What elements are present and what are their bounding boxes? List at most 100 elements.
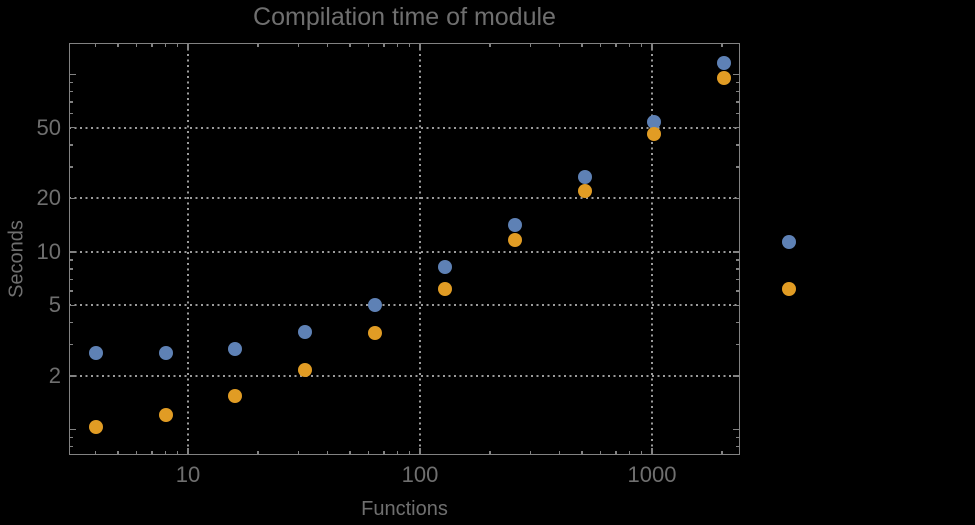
tick-right-5 [733, 304, 740, 306]
data-point-series-2-orange [717, 71, 732, 86]
legend-marker-1 [782, 235, 796, 249]
tick-right-9 [736, 259, 740, 261]
tick-right-10 [733, 251, 740, 253]
tick-bottom-800 [628, 451, 631, 455]
data-point-series-1-blue [368, 298, 383, 313]
y-tick-label-5: 5 [48, 292, 61, 318]
tick-right-70 [736, 101, 740, 103]
tick-bottom-40 [326, 451, 329, 455]
data-point-series-1-blue [647, 114, 662, 129]
tick-right-30 [736, 166, 740, 168]
tick-top-100 [419, 43, 421, 50]
tick-top-90 [408, 43, 411, 47]
gridline-horizontal-50 [69, 126, 740, 129]
tick-bottom-600 [599, 451, 602, 455]
tick-left-60 [69, 112, 73, 115]
tick-right-2 [733, 375, 740, 377]
tick-bottom-80 [396, 451, 399, 455]
tick-bottom-700 [615, 451, 617, 455]
tick-right-50 [733, 126, 740, 129]
tick-bottom-200 [489, 451, 491, 455]
tick-top-700 [615, 43, 617, 47]
tick-bottom-6 [135, 451, 138, 455]
tick-top-6 [135, 43, 138, 47]
tick-top-80 [396, 43, 399, 47]
tick-left-20 [69, 197, 76, 200]
legend [782, 235, 796, 329]
tick-left-8 [69, 268, 73, 270]
tick-right-3 [736, 343, 740, 346]
x-axis-label: Functions [361, 498, 448, 520]
data-point-series-1-blue [298, 324, 313, 339]
tick-left-2 [69, 375, 76, 377]
tick-top-800 [628, 43, 631, 47]
tick-bottom-2000 [721, 451, 723, 455]
tick-left-70 [69, 101, 73, 103]
data-point-series-2-orange [228, 388, 243, 403]
gridline-horizontal-5 [69, 304, 740, 307]
data-point-series-1-blue [158, 345, 173, 360]
tick-left-0.8 [69, 445, 73, 448]
tick-bottom-1000 [651, 448, 653, 455]
tick-top-10 [187, 43, 189, 50]
tick-bottom-900 [640, 451, 643, 455]
data-point-series-1-blue [437, 260, 452, 275]
tick-left-7 [69, 278, 73, 281]
tick-left-100 [69, 73, 76, 75]
tick-bottom-60 [367, 451, 370, 455]
x-tick-label-100: 100 [401, 462, 439, 487]
tick-top-9 [176, 43, 179, 47]
tick-bottom-50 [349, 451, 351, 455]
tick-top-1000 [651, 43, 653, 50]
tick-right-1 [733, 428, 740, 431]
tick-top-30 [297, 43, 300, 47]
data-point-series-1-blue [88, 345, 103, 360]
tick-top-20 [257, 43, 259, 47]
tick-right-6 [736, 290, 740, 292]
tick-bottom-10 [187, 448, 189, 455]
tick-top-40 [326, 43, 329, 47]
gridline-horizontal-10 [69, 250, 740, 253]
tick-bottom-70 [383, 451, 385, 455]
gridline-vertical-100 [419, 43, 421, 455]
data-point-series-1-blue [507, 217, 522, 232]
tick-top-400 [558, 43, 561, 47]
tick-bottom-5 [117, 451, 119, 455]
data-point-series-1-blue [577, 169, 592, 184]
gridline-vertical-1000 [651, 43, 653, 455]
data-point-series-2-orange [368, 325, 383, 340]
chart-title: Compilation time of module [253, 3, 556, 31]
tick-right-60 [736, 112, 740, 115]
tick-left-5 [69, 304, 76, 306]
tick-right-8 [736, 268, 740, 270]
data-point-series-2-orange [298, 363, 313, 378]
tick-right-90 [736, 81, 740, 84]
tick-left-90 [69, 81, 73, 84]
tick-top-600 [599, 43, 602, 47]
tick-bottom-8 [164, 451, 167, 455]
tick-bottom-7 [151, 451, 153, 455]
tick-top-60 [367, 43, 370, 47]
data-point-series-2-orange [507, 232, 522, 247]
tick-right-80 [736, 90, 740, 93]
y-tick-label-50: 50 [36, 114, 61, 140]
data-point-series-2-orange [647, 127, 662, 142]
tick-left-4 [69, 321, 73, 324]
x-tick-label-1000: 1000 [627, 462, 677, 487]
tick-left-1 [69, 428, 76, 431]
tick-top-500 [581, 43, 583, 47]
tick-left-0.9 [69, 436, 73, 439]
tick-bottom-300 [529, 451, 532, 455]
tick-left-9 [69, 259, 73, 261]
tick-bottom-20 [257, 451, 259, 455]
tick-right-0.8 [736, 445, 740, 448]
tick-left-10 [69, 251, 76, 253]
x-tick-label-10: 10 [175, 462, 201, 487]
y-tick-label-2: 2 [48, 362, 61, 388]
gridline-horizontal-2 [69, 375, 740, 377]
tick-top-5 [117, 43, 119, 47]
tick-bottom-500 [581, 451, 583, 455]
y-tick-label-20: 20 [36, 185, 61, 211]
tick-top-200 [489, 43, 491, 47]
